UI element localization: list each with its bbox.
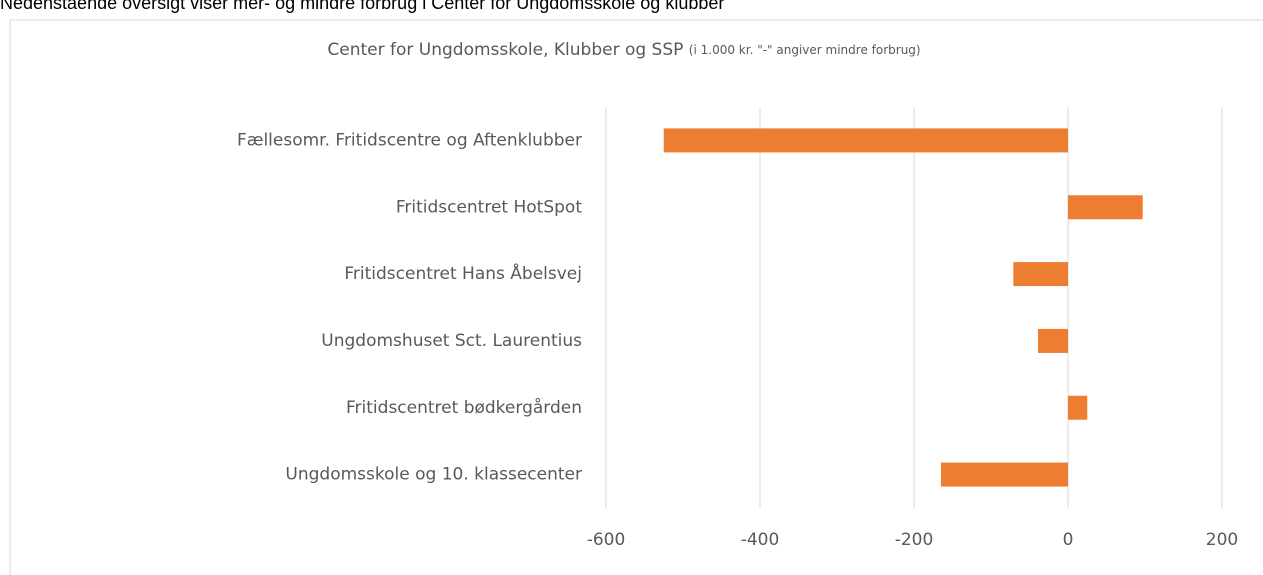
y-tick-label: Fællesomr. Fritidscentre og Aftenklubber	[237, 130, 582, 150]
x-tick-label: -400	[741, 530, 780, 550]
caption: Nedenstående oversigt viser mer- og mind…	[0, 0, 724, 13]
bar	[1013, 262, 1068, 287]
bar	[940, 462, 1068, 487]
bar	[1068, 395, 1088, 420]
y-tick-label: Ungdomshuset Sct. Laurentius	[321, 331, 582, 351]
chart-title: Center for Ungdomsskole, Klubber og SSP …	[327, 40, 920, 60]
x-tick-label: 0	[1063, 530, 1074, 550]
chart-frame	[9, 19, 1263, 575]
x-tick-label: 200	[1206, 530, 1238, 550]
subtitle: (i 1.000 kr. "-" angiver mindre forbrug)	[689, 43, 921, 57]
x-tick-label: -200	[895, 530, 934, 550]
bar	[663, 128, 1068, 153]
y-tick-label: Fritidscentret bødkergården	[346, 397, 582, 418]
y-tick-label: Fritidscentret HotSpot	[396, 197, 583, 217]
x-tick-label: -600	[587, 530, 626, 550]
bar	[1037, 328, 1068, 353]
bar	[1068, 195, 1143, 220]
title: Center for Ungdomsskole, Klubber og SSP	[327, 40, 683, 60]
y-tick-label: Ungdomsskole og 10. klassecenter	[285, 465, 582, 485]
y-tick-label: Fritidscentret Hans Åbelsvej	[344, 262, 582, 284]
